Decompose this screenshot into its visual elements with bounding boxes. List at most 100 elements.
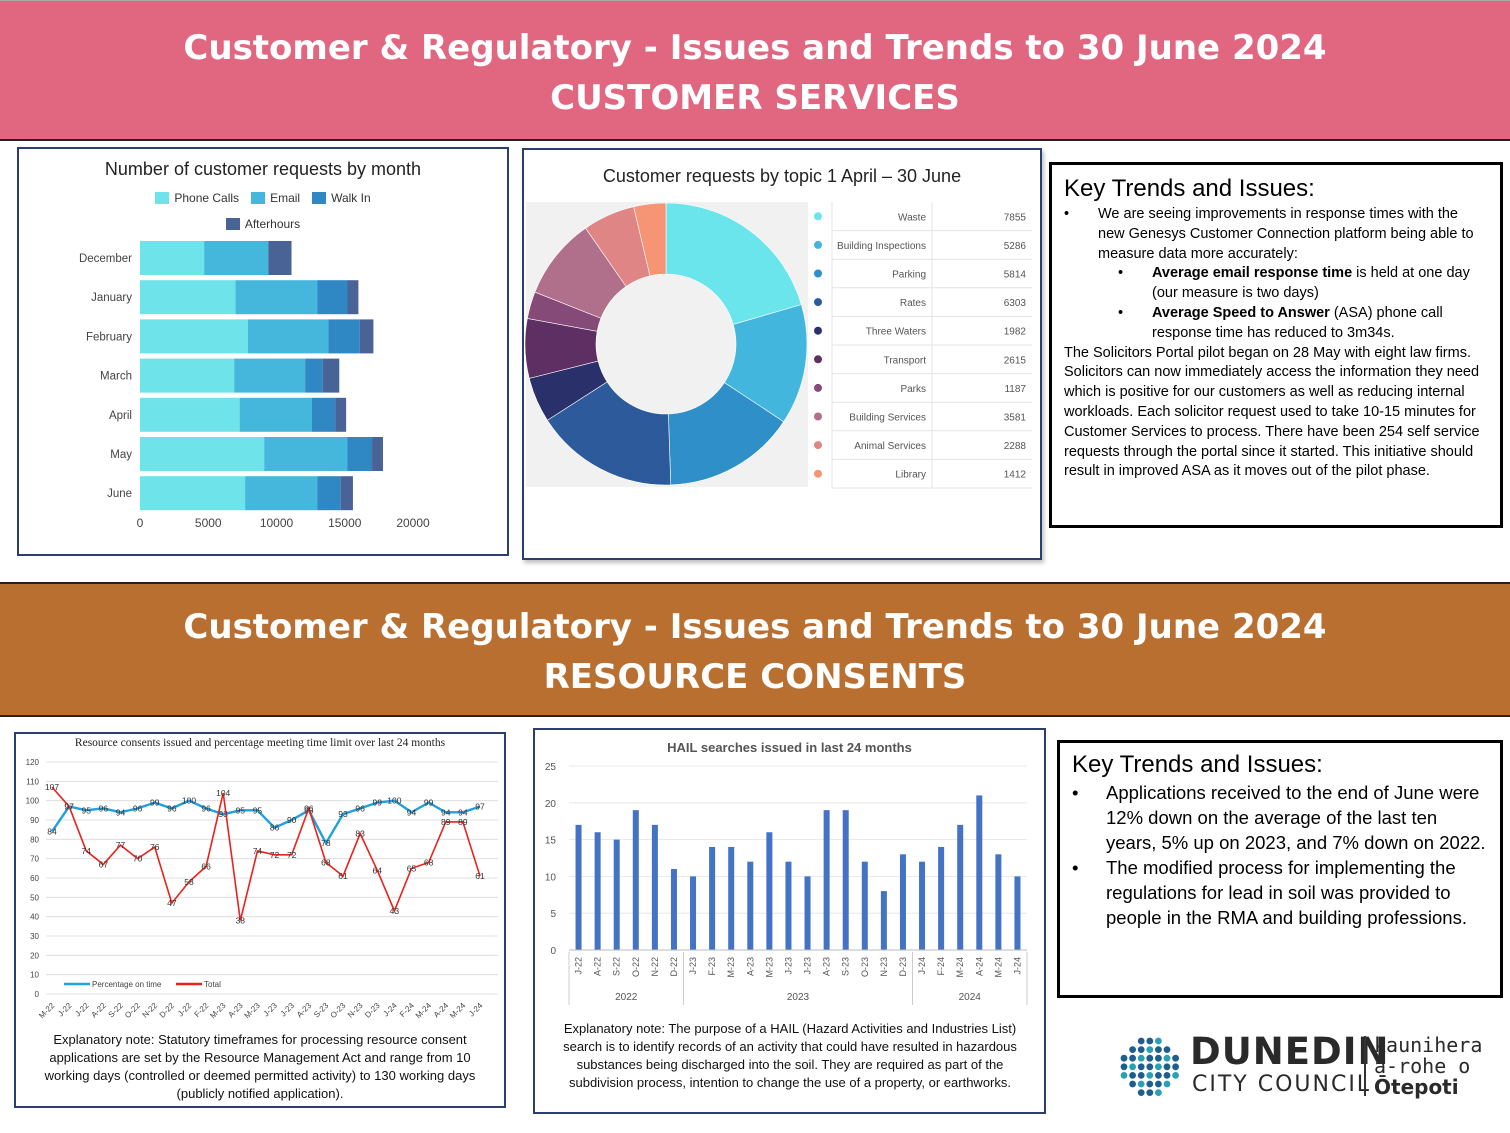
series-line: [51, 799, 481, 846]
x-tick-label: J-23: [279, 1001, 297, 1019]
x-tick-label: M-23: [764, 957, 774, 978]
data-label: 66: [201, 861, 211, 871]
bar: [976, 795, 983, 950]
legend-dot: [814, 326, 822, 335]
legend-swatch: [251, 192, 266, 204]
bar: [938, 846, 945, 950]
x-tick-label: J-23: [688, 957, 698, 975]
x-tick-label: F-22: [192, 1001, 210, 1019]
x-tick-label: S-23: [312, 1001, 331, 1020]
bar-segment: [140, 397, 240, 432]
bar: [919, 861, 926, 950]
x-tick-label: O-22: [123, 1001, 142, 1020]
data-label: 38: [236, 916, 246, 926]
data-label: 84: [47, 827, 57, 837]
data-label: 43: [390, 906, 400, 916]
x-tick-label: J-22: [574, 957, 584, 975]
legend-value: 1412: [1004, 470, 1027, 481]
y-tick-label: 50: [30, 893, 39, 902]
bar-segment: [140, 280, 236, 315]
legend-label: Animal Services: [854, 441, 926, 452]
logo-dot: [1137, 1037, 1145, 1045]
y-tick-label: 40: [30, 913, 39, 922]
requests-by-topic-panel: Customer requests by topic 1 April – 30 …: [522, 148, 1042, 560]
y-tick-label: 60: [30, 874, 39, 883]
x-tick-label: J-23: [803, 957, 813, 975]
key-trend-subitem: Average email response time is held at o…: [1118, 264, 1488, 304]
x-tick-label: J-24: [381, 1001, 399, 1019]
legend-label: Afterhours: [244, 217, 301, 231]
data-label: 74: [82, 846, 92, 856]
x-tick-label: N-22: [141, 1001, 160, 1020]
bar-segment: [335, 397, 347, 432]
logo-dot: [1172, 1072, 1179, 1079]
data-label: 67: [99, 859, 109, 869]
logo-dot: [1137, 1054, 1145, 1062]
legend-label: Building Inspections: [837, 241, 926, 252]
x-tick-label: M-24: [955, 957, 965, 978]
bar: [728, 846, 735, 950]
x-tick-label: D-22: [669, 957, 679, 977]
y-tick-label: May: [110, 449, 132, 461]
logo-dot: [1146, 1063, 1154, 1071]
data-label: 68: [321, 858, 331, 868]
logo-dot: [1163, 1054, 1171, 1062]
x-tick-label: J-23: [783, 957, 793, 975]
bar: [995, 854, 1002, 950]
x-tick-label: A-22: [593, 957, 603, 976]
legend-label: Walk In: [331, 191, 371, 205]
x-tick-label: 10000: [260, 516, 294, 530]
bar-segment: [140, 476, 246, 511]
legend-value: 6303: [1004, 298, 1027, 309]
logo-name-secondary: CITY COUNCIL: [1192, 1072, 1372, 1097]
x-tick-label: F-24: [936, 957, 946, 976]
y-tick-label: 0: [35, 990, 40, 999]
legend-value: 3581: [1004, 413, 1027, 424]
y-tick-label: January: [91, 292, 132, 304]
bar: [766, 832, 773, 950]
logo-dot: [1129, 1080, 1136, 1088]
logo-dot: [1146, 1080, 1154, 1088]
bar: [613, 839, 620, 950]
resource-consents-panel: Resource consents issued and percentage …: [14, 732, 506, 1108]
x-tick-label: J-22: [176, 1001, 194, 1019]
bar: [957, 824, 964, 950]
logo-dot: [1163, 1063, 1171, 1071]
data-label: 89: [441, 817, 451, 827]
x-tick-label: A-23: [745, 957, 755, 976]
legend-label: Waste: [898, 212, 926, 223]
logo-name-primary: DUNEDIN: [1190, 1030, 1390, 1073]
x-tick-label: M-22: [37, 1001, 57, 1021]
bar: [709, 846, 716, 950]
data-label: 64: [373, 865, 383, 875]
legend-value: 5286: [1004, 241, 1027, 252]
data-label: 90: [287, 815, 297, 825]
legend-label: Phone Calls: [174, 191, 240, 205]
bar: [651, 824, 658, 950]
data-label: 93: [218, 809, 228, 819]
data-label: 77: [116, 840, 126, 850]
group-label: 2023: [787, 992, 810, 1003]
bar: [823, 810, 830, 950]
logo-dot: [1137, 1063, 1145, 1071]
bar-segment: [311, 397, 336, 432]
logo-dot: [1129, 1054, 1136, 1062]
bar-segment: [140, 437, 265, 471]
key-trends-consents-panel: Key Trends and Issues: Applications rece…: [1057, 740, 1503, 998]
legend-label: Percentage on time: [92, 980, 162, 989]
data-label: 100: [387, 796, 401, 806]
chart-title: Number of customer requests by month: [104, 159, 422, 179]
x-tick-label: M-24: [448, 1001, 468, 1021]
data-label: 99: [424, 798, 434, 808]
logo-mark-icon: [1120, 1037, 1179, 1096]
data-label: 94: [441, 807, 451, 817]
chart-title: HAIL searches issued in last 24 months: [667, 740, 912, 755]
x-tick-label: 0: [137, 516, 144, 530]
legend-dot: [814, 240, 822, 249]
data-label: 96: [201, 803, 211, 813]
logo-dot: [1146, 1054, 1154, 1062]
key-trend-item: Applications received to the end of June…: [1072, 780, 1488, 855]
data-label: 65: [407, 863, 417, 873]
x-tick-label: J-23: [262, 1001, 280, 1019]
bar: [899, 854, 906, 950]
